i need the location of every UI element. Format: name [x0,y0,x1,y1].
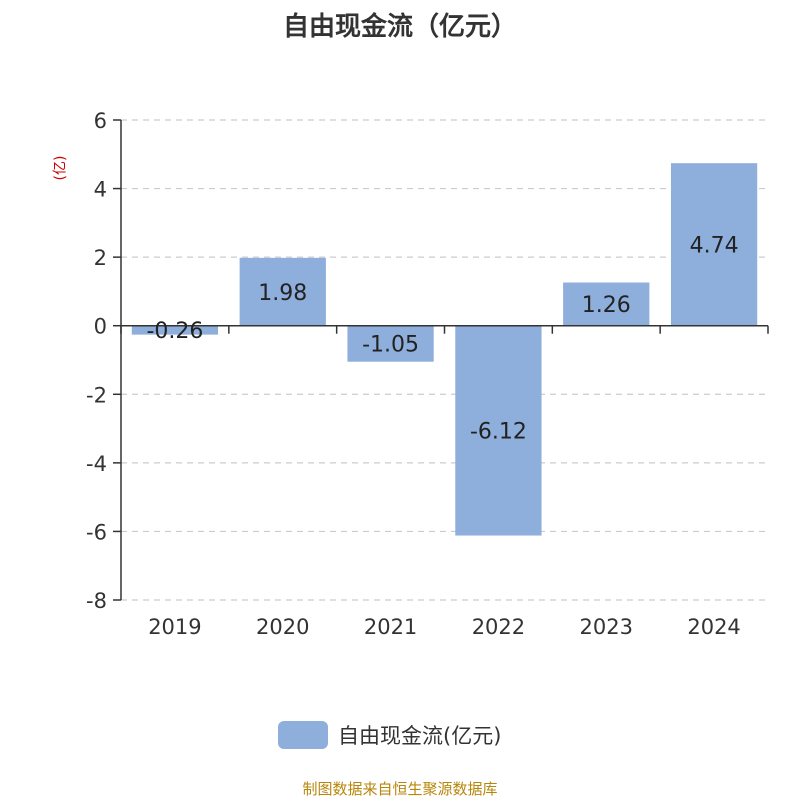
y-tick-label: -2 [86,383,107,407]
bar [563,282,650,326]
data-label: 1.98 [258,281,307,306]
x-tick-label: 2019 [148,615,201,639]
legend[interactable]: 自由现金流(亿元) [278,720,501,750]
data-label: 1.26 [582,293,631,318]
y-tick-label: -8 [86,589,107,613]
bar [455,325,542,536]
chart-title: 自由现金流（亿元） [282,12,517,42]
bar [670,163,758,326]
source-note: 制图数据来自恒生聚源数据库 [302,780,498,798]
bar [131,325,219,335]
data-label: -0.26 [146,319,203,344]
bar [239,257,326,326]
y-tick-label: -6 [86,520,107,544]
bar [347,325,434,362]
x-tick-label: 2022 [472,615,525,639]
legend-label: 自由现金流(亿元) [338,724,502,748]
data-label: -1.05 [362,333,419,358]
legend-swatch [278,721,328,749]
x-tick-label: 2020 [256,615,309,639]
y-tick-label: 4 [94,178,107,202]
y-tick-label: 6 [94,109,107,133]
y-tick-label: 2 [94,246,107,270]
x-tick-label: 2023 [580,615,633,639]
y-tick-label: 0 [94,315,107,339]
data-label: 4.74 [690,233,739,258]
x-tick-label: 2021 [364,615,417,639]
y-tick-label: -4 [86,452,107,476]
data-label: -6.12 [470,420,527,445]
x-tick-label: 2024 [687,615,740,639]
